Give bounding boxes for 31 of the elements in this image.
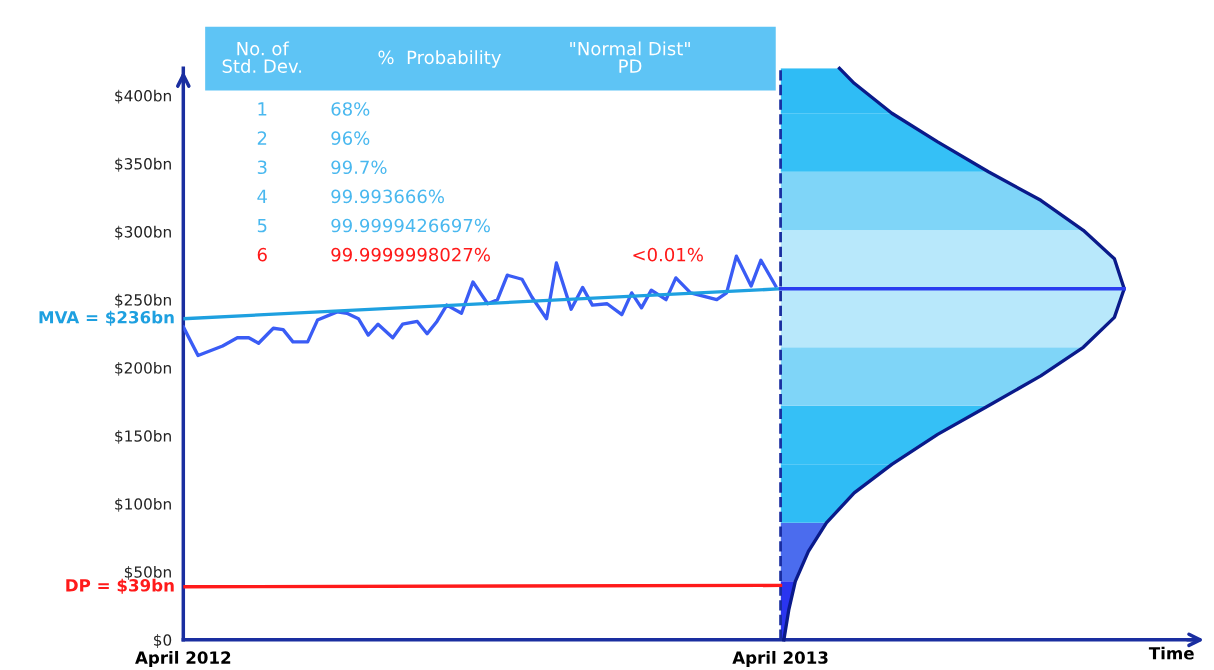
annotation: "Normal Dist" PD bbox=[570, 41, 690, 73]
annotation: 99.9999998027% bbox=[331, 247, 490, 262]
text: % Probability bbox=[378, 50, 501, 68]
series-label: MVA = $236bn bbox=[39, 310, 174, 326]
y-tick-label: $300bn bbox=[115, 225, 171, 240]
annotation: No. of Std. Dev. bbox=[222, 41, 302, 73]
y-tick-label: $250bn bbox=[115, 293, 171, 308]
annotation: 99.7% bbox=[331, 160, 387, 175]
annotation: <0.01% bbox=[633, 247, 703, 262]
annotation: 6 bbox=[257, 247, 267, 262]
annotation: 1 bbox=[258, 102, 267, 116]
y-tick-label: $0 bbox=[154, 634, 172, 648]
y-tick-label: $150bn bbox=[115, 429, 171, 444]
annotation: 2 bbox=[257, 131, 267, 145]
y-tick-label: $100bn bbox=[115, 497, 171, 512]
y-tick-label: $350bn bbox=[115, 157, 171, 172]
annotation: 68% bbox=[331, 102, 370, 116]
annotation: 99.9999426697% bbox=[331, 218, 490, 233]
x-tick-label: April 2013 bbox=[732, 650, 828, 668]
annotation: 5 bbox=[257, 218, 267, 233]
annotation: 99.993666% bbox=[331, 189, 445, 204]
x-tick-label: April 2012 bbox=[135, 650, 231, 668]
annotation: 96% bbox=[331, 131, 370, 145]
y-tick-label: $50bn bbox=[124, 566, 171, 580]
x-axis-title: Time bbox=[1148, 646, 1194, 660]
annotation: 4 bbox=[257, 189, 267, 203]
series-label: DP = $39bn bbox=[66, 578, 174, 594]
y-tick-label: $400bn bbox=[115, 89, 171, 104]
line-series bbox=[782, 66, 1126, 642]
annotation: 3 bbox=[257, 160, 267, 175]
y-tick-label: $200bn bbox=[115, 361, 171, 376]
